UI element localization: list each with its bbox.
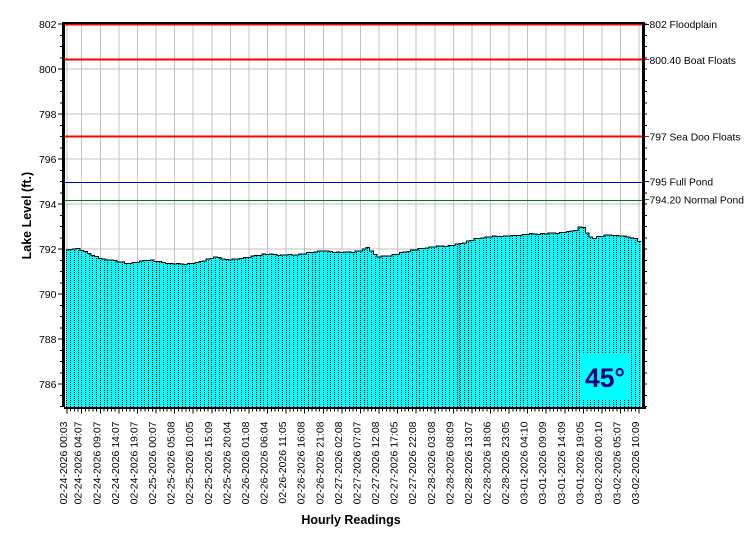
svg-text:02-28-2026 13:07: 02-28-2026 13:07 [463, 421, 475, 504]
svg-text:794: 794 [39, 199, 57, 211]
svg-text:02-26-2026 21:08: 02-26-2026 21:08 [314, 421, 326, 504]
svg-text:802 Floodplain: 802 Floodplain [650, 20, 718, 31]
svg-text:03-01-2026 09:09: 03-01-2026 09:09 [537, 421, 549, 504]
svg-text:788: 788 [39, 334, 57, 346]
svg-text:02-27-2026 22:08: 02-27-2026 22:08 [407, 421, 419, 504]
svg-text:03-01-2026 14:09: 03-01-2026 14:09 [556, 421, 568, 504]
svg-text:02-27-2026 02:08: 02-27-2026 02:08 [333, 421, 345, 504]
svg-text:790: 790 [39, 289, 57, 301]
svg-text:Lake Level (ft.): Lake Level (ft.) [20, 172, 34, 260]
svg-text:02-27-2026 17:05: 02-27-2026 17:05 [389, 421, 401, 504]
svg-text:02-25-2026 15:09: 02-25-2026 15:09 [203, 421, 215, 504]
svg-text:794.20 Normal Pond: 794.20 Normal Pond [650, 195, 745, 206]
svg-text:45°: 45° [585, 363, 625, 393]
svg-text:800: 800 [39, 64, 57, 76]
svg-text:02-26-2026 11:05: 02-26-2026 11:05 [277, 421, 289, 503]
svg-text:02-26-2026 01:08: 02-26-2026 01:08 [240, 421, 252, 504]
svg-text:02-24-2026 09:07: 02-24-2026 09:07 [91, 421, 103, 504]
svg-text:02-25-2026 20:04: 02-25-2026 20:04 [221, 421, 233, 504]
svg-text:02-26-2026 16:08: 02-26-2026 16:08 [296, 421, 308, 504]
svg-text:02-28-2026 08:09: 02-28-2026 08:09 [444, 421, 456, 504]
svg-text:786: 786 [39, 379, 57, 391]
svg-text:02-27-2026 07:07: 02-27-2026 07:07 [351, 421, 363, 504]
svg-text:02-25-2026 05:08: 02-25-2026 05:08 [166, 421, 178, 504]
svg-text:02-24-2026 04:07: 02-24-2026 04:07 [73, 421, 85, 504]
svg-text:796: 796 [39, 154, 57, 166]
svg-text:03-02-2026 05:07: 03-02-2026 05:07 [612, 421, 624, 504]
svg-text:Hourly Readings: Hourly Readings [301, 513, 400, 527]
svg-text:02-24-2026 14:07: 02-24-2026 14:07 [110, 421, 122, 504]
svg-text:03-01-2026 19:05: 03-01-2026 19:05 [574, 421, 586, 504]
svg-text:03-02-2026 10:09: 03-02-2026 10:09 [630, 421, 642, 504]
svg-text:02-25-2026 10:05: 02-25-2026 10:05 [184, 421, 196, 504]
svg-text:02-26-2026 06:04: 02-26-2026 06:04 [259, 421, 271, 504]
svg-text:02-28-2026 23:05: 02-28-2026 23:05 [500, 421, 512, 504]
svg-text:802: 802 [39, 19, 57, 31]
svg-text:02-27-2026 12:08: 02-27-2026 12:08 [370, 421, 382, 504]
svg-text:800.40 Boat Floats: 800.40 Boat Floats [650, 56, 736, 67]
svg-text:795 Full Pond: 795 Full Pond [650, 177, 714, 188]
svg-text:02-24-2026 19:07: 02-24-2026 19:07 [128, 421, 140, 504]
svg-text:02-25-2026 00:07: 02-25-2026 00:07 [147, 421, 159, 504]
svg-text:02-28-2026 03:08: 02-28-2026 03:08 [426, 421, 438, 504]
svg-text:02-28-2026 18:06: 02-28-2026 18:06 [482, 421, 494, 504]
svg-text:03-01-2026 04:10: 03-01-2026 04:10 [519, 421, 531, 504]
svg-text:02-24-2026 00:03: 02-24-2026 00:03 [58, 421, 70, 504]
svg-text:03-02-2026 00:10: 03-02-2026 00:10 [593, 421, 605, 504]
svg-text:798: 798 [39, 109, 57, 121]
svg-text:797 Sea Doo Floats: 797 Sea Doo Floats [650, 132, 741, 143]
svg-text:792: 792 [39, 244, 57, 256]
